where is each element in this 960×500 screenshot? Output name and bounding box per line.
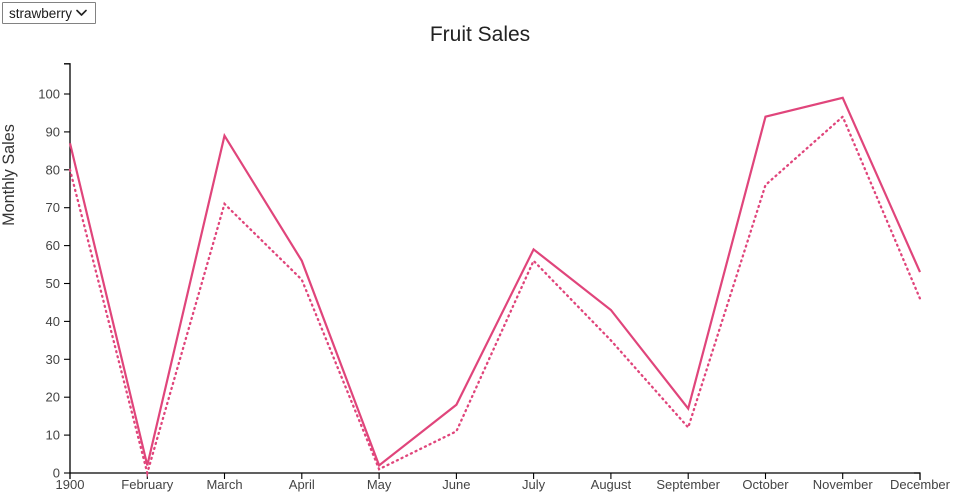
- svg-text:December: December: [890, 477, 951, 492]
- svg-text:August: August: [591, 477, 632, 492]
- svg-text:September: September: [656, 477, 720, 492]
- svg-text:70: 70: [46, 200, 60, 215]
- svg-text:80: 80: [46, 162, 60, 177]
- svg-text:30: 30: [46, 352, 60, 367]
- svg-text:April: April: [289, 477, 315, 492]
- svg-text:Monthly Sales: Monthly Sales: [0, 124, 18, 226]
- svg-text:10: 10: [46, 428, 60, 443]
- svg-text:90: 90: [46, 124, 60, 139]
- svg-text:50: 50: [46, 276, 60, 291]
- svg-text:March: March: [206, 477, 242, 492]
- svg-text:20: 20: [46, 390, 60, 405]
- svg-text:July: July: [522, 477, 546, 492]
- svg-text:May: May: [367, 477, 392, 492]
- svg-text:June: June: [442, 477, 470, 492]
- svg-text:40: 40: [46, 314, 60, 329]
- svg-text:February: February: [121, 477, 174, 492]
- svg-text:1900: 1900: [56, 477, 85, 492]
- svg-text:November: November: [813, 477, 874, 492]
- svg-text:60: 60: [46, 238, 60, 253]
- svg-text:October: October: [742, 477, 789, 492]
- svg-text:100: 100: [38, 87, 60, 102]
